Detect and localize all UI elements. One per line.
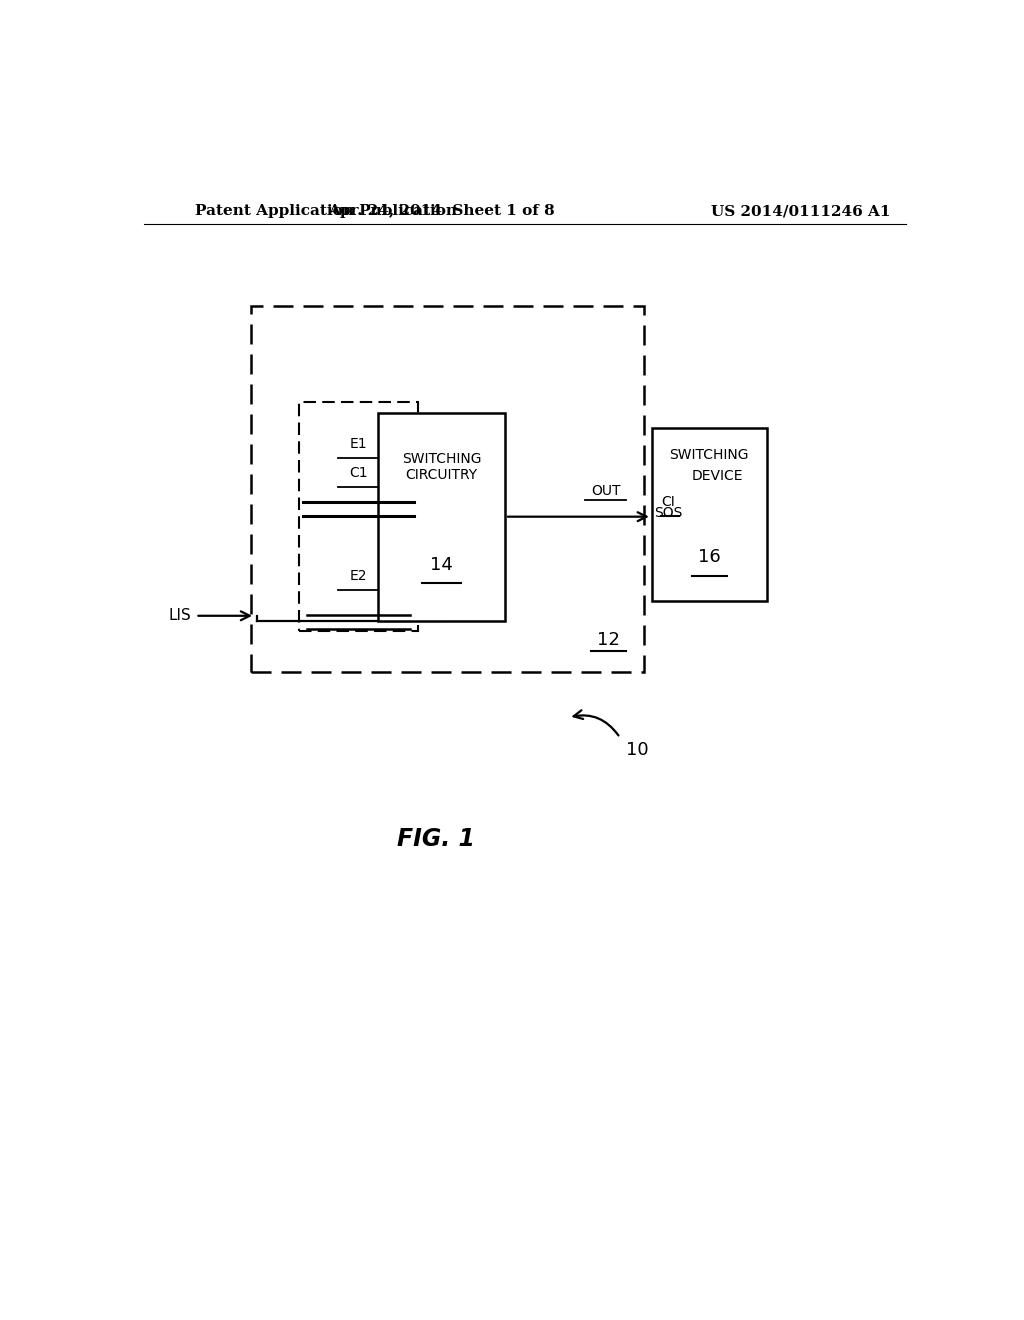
Bar — [251, 306, 644, 672]
Bar — [652, 428, 767, 601]
Text: SWITCHING: SWITCHING — [670, 449, 750, 462]
Bar — [299, 403, 418, 631]
Text: E1: E1 — [349, 437, 367, 450]
Text: SOS: SOS — [654, 506, 683, 520]
Text: FIG. 1: FIG. 1 — [397, 828, 475, 851]
Text: C1: C1 — [349, 466, 368, 479]
Text: OUT: OUT — [591, 484, 621, 499]
Text: CI: CI — [662, 495, 675, 510]
Text: 12: 12 — [597, 631, 620, 649]
Text: 16: 16 — [698, 548, 721, 566]
Text: SWITCHING
CIRCUITRY: SWITCHING CIRCUITRY — [401, 451, 481, 482]
Text: LIS: LIS — [169, 609, 191, 623]
Text: DEVICE: DEVICE — [691, 469, 743, 483]
Text: US 2014/0111246 A1: US 2014/0111246 A1 — [712, 205, 891, 218]
Bar — [378, 413, 505, 620]
Text: Apr. 24, 2014  Sheet 1 of 8: Apr. 24, 2014 Sheet 1 of 8 — [328, 205, 555, 218]
Text: Patent Application Publication: Patent Application Publication — [196, 205, 458, 218]
Text: E2: E2 — [349, 569, 367, 583]
Text: 10: 10 — [627, 741, 649, 759]
Text: 14: 14 — [430, 556, 453, 574]
